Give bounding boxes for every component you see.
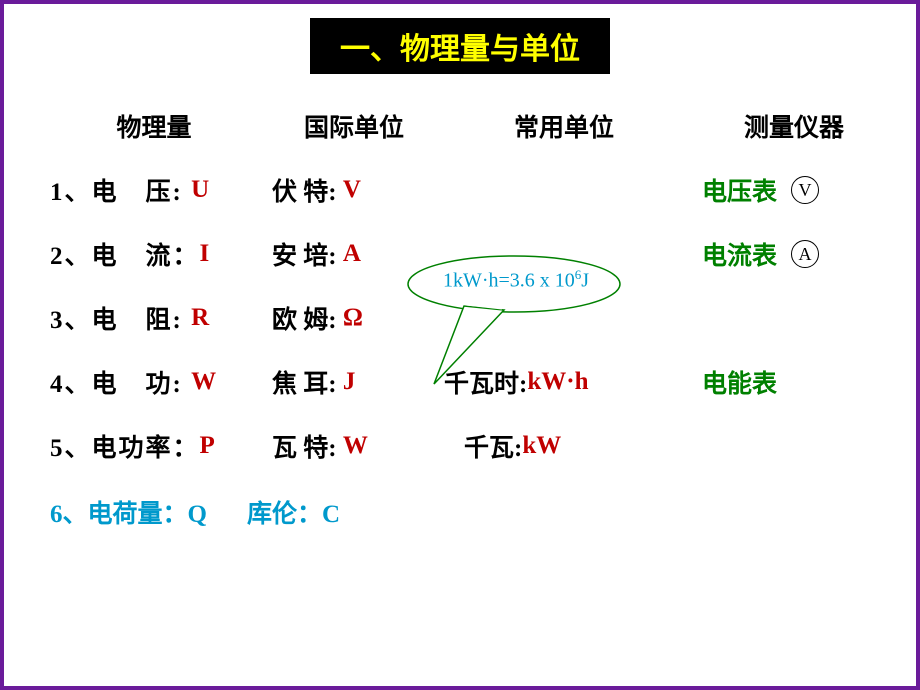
r4-inst: 电能表 bbox=[702, 364, 777, 400]
r2-usym: A bbox=[343, 240, 361, 268]
header-instrument: 测量仪器 bbox=[684, 108, 904, 144]
header-quantity: 物理量 bbox=[44, 108, 264, 144]
r1-uname: 伏 特: bbox=[272, 172, 337, 208]
r5-qname: 电功率： bbox=[92, 435, 200, 462]
r1-idx: 1、 bbox=[50, 179, 92, 206]
r4-csym: kW·h bbox=[527, 368, 588, 396]
r1-usym: V bbox=[343, 176, 361, 204]
row2-instrument: 电流表 A bbox=[684, 236, 904, 272]
r4-uname: 焦 耳: bbox=[272, 364, 337, 400]
ammeter-icon: A bbox=[791, 240, 819, 268]
bubble-suffix: J bbox=[581, 270, 589, 292]
slide-title: 一、物理量与单位 bbox=[340, 33, 580, 66]
row5-quantity: 5、电功率： P bbox=[44, 428, 264, 464]
r3-qname: 电 阻: bbox=[92, 307, 183, 334]
r6-usym: C bbox=[322, 501, 340, 528]
r2-idx: 2、 bbox=[50, 243, 92, 270]
row4-common: 千瓦时: kW·h bbox=[444, 364, 684, 400]
row4-quantity: 4、电 功: W bbox=[44, 364, 264, 400]
r3-usym: Ω bbox=[343, 304, 363, 332]
r5-csym: kW bbox=[522, 432, 561, 460]
r4-usym: J bbox=[343, 368, 356, 396]
bubble-text: 1kW·h=3.6 x 106J bbox=[416, 267, 616, 293]
r6-idx: 6、 bbox=[50, 501, 88, 528]
row4-instrument: 电能表 bbox=[684, 364, 904, 400]
row5-siunit: 瓦 特: W bbox=[264, 428, 444, 464]
r2-uname: 安 培: bbox=[272, 236, 337, 272]
r3-uname: 欧 姆: bbox=[272, 300, 337, 336]
r4-qname: 电 功: bbox=[92, 371, 183, 398]
header-si-unit: 国际单位 bbox=[264, 108, 444, 144]
r5-usym: W bbox=[343, 432, 368, 460]
r1-qsym: U bbox=[191, 176, 211, 204]
row3-siunit: 欧 姆: Ω bbox=[264, 300, 444, 336]
title-box: 一、物理量与单位 bbox=[310, 18, 610, 74]
r4-cname: 千瓦时: bbox=[444, 364, 527, 400]
r3-idx: 3、 bbox=[50, 307, 92, 334]
r6-qname: 电荷量： bbox=[88, 501, 188, 528]
bubble-prefix: 1kW·h=3.6 x 10 bbox=[443, 270, 575, 292]
r4-qsym: W bbox=[191, 368, 218, 396]
r5-cname: 千瓦: bbox=[464, 428, 522, 464]
row6: 6、电荷量：Q 库伦：C bbox=[44, 494, 876, 530]
header-common-unit: 常用单位 bbox=[444, 108, 684, 144]
r1-qname: 电 压: bbox=[92, 179, 183, 206]
row4-siunit: 焦 耳: J bbox=[264, 364, 444, 400]
voltmeter-icon: V bbox=[791, 176, 819, 204]
r6-qsym: Q bbox=[188, 501, 207, 528]
row2-quantity: 2、电 流： I bbox=[44, 236, 264, 272]
slide: 一、物理量与单位 物理量 国际单位 常用单位 测量仪器 1、电 压: U 伏 特… bbox=[4, 4, 916, 686]
r2-qsym: I bbox=[200, 240, 212, 268]
r2-qname: 电 流： bbox=[92, 243, 200, 270]
row3-quantity: 3、电 阻: R bbox=[44, 300, 264, 336]
r5-uname: 瓦 特: bbox=[272, 428, 337, 464]
r2-inst: 电流表 bbox=[702, 236, 777, 272]
row5-common: 千瓦: kW bbox=[444, 428, 684, 464]
r3-qsym: R bbox=[191, 304, 211, 332]
r5-qsym: P bbox=[200, 432, 217, 460]
r6-uname: 库伦： bbox=[247, 501, 322, 528]
row1-quantity: 1、电 压: U bbox=[44, 172, 264, 208]
r4-idx: 4、 bbox=[50, 371, 92, 398]
row1-siunit: 伏 特: V bbox=[264, 172, 444, 208]
r5-idx: 5、 bbox=[50, 435, 92, 462]
r1-inst: 电压表 bbox=[702, 172, 777, 208]
row1-instrument: 电压表 V bbox=[684, 172, 904, 208]
